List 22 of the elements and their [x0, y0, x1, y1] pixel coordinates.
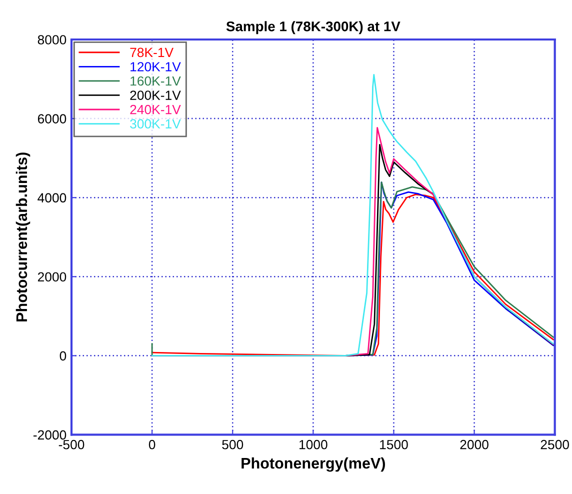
legend-label: 300K-1V	[130, 119, 181, 129]
legend-label: 120K-1V	[130, 62, 181, 72]
x-tick-label: 0	[148, 440, 156, 450]
legend-label: 240K-1V	[130, 104, 181, 114]
legend-label: 160K-1V	[130, 76, 181, 86]
x-tick-label: 2500	[540, 440, 569, 450]
legend-label: 78K-1V	[130, 48, 174, 58]
y-tick-label: 2000	[38, 272, 66, 282]
x-axis-title: Photonenergy(meV)	[242, 457, 385, 472]
legend-label: 200K-1V	[130, 90, 181, 100]
y-tick-label: -2000	[33, 430, 66, 440]
y-tick-label: 4000	[38, 193, 66, 203]
x-tick-label: 1500	[380, 440, 408, 450]
x-tick-label: -500	[58, 440, 84, 450]
y-tick-label: 8000	[38, 35, 66, 44]
y-tick-label: 0	[60, 351, 66, 361]
y-tick-label: 6000	[38, 114, 66, 124]
x-tick-label: 1000	[300, 440, 328, 450]
x-tick-label: 500	[222, 440, 244, 450]
y-axis-title: Photocurrent(arb.units)	[16, 152, 30, 322]
chart-title: Sample 1 (78K-300K) at 1V	[226, 21, 400, 34]
x-tick-label: 2000	[460, 440, 488, 450]
